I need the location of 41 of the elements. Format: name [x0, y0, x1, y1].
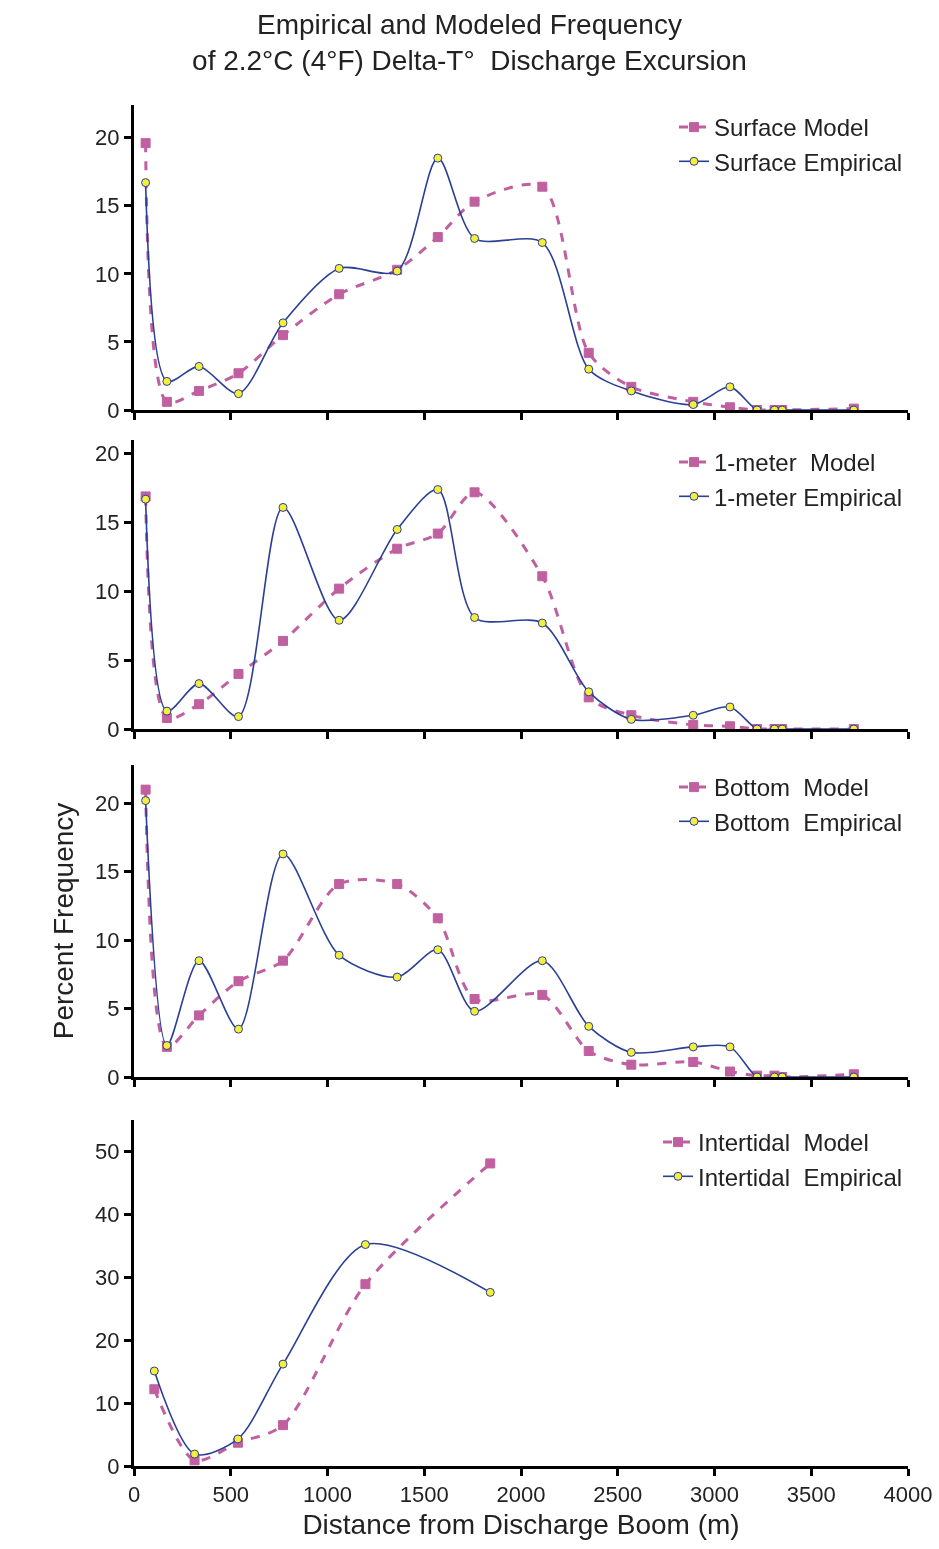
legend-label: Intertidal Model: [698, 1129, 869, 1157]
x-tick-label: 3500: [786, 1482, 836, 1508]
y-tick-label: 20: [95, 791, 120, 817]
x-tick-label: 1000: [303, 1482, 352, 1508]
legend-label: Surface Empirical: [714, 148, 903, 176]
x-axis-title: Distance from Discharge Boom (m): [302, 1508, 740, 1540]
y-tick-label: 10: [95, 579, 120, 605]
y-tick-label: 20: [95, 1327, 120, 1353]
x-tick-label: 2000: [496, 1482, 546, 1508]
y-tick-label: 0: [107, 397, 120, 423]
y-tick-label: 50: [95, 1139, 120, 1165]
legend-label: Intertidal Empirical: [698, 1163, 903, 1191]
y-tick-label: 5: [107, 996, 120, 1022]
y-tick-label: 30: [95, 1264, 120, 1290]
y-tick-label: 5: [107, 329, 120, 355]
y-tick-label: 0: [107, 1453, 120, 1479]
y-tick-label: 15: [95, 510, 120, 536]
x-tick-label: 1500: [399, 1482, 449, 1508]
chart-title: Empirical and Modeled Frequency of 2.2°C (4°F) Delta-T° Discharge Excursion: [192, 9, 747, 77]
y-tick-label: 5: [107, 647, 120, 673]
y-axis-title: Percent Frequency: [47, 802, 79, 1040]
y-tick-label: 0: [107, 716, 120, 742]
y-tick-label: 15: [95, 859, 120, 885]
legend-label: Bottom Model: [714, 774, 869, 802]
y-tick-label: 0: [107, 1064, 120, 1090]
legend-label: 1-meter Model: [714, 449, 876, 477]
legend-label: Bottom Empirical: [714, 808, 903, 836]
y-tick-label: 20: [95, 125, 120, 151]
x-tick-label: 0: [127, 1482, 141, 1508]
x-tick-label: 500: [212, 1482, 250, 1508]
x-tick-label: 4000: [883, 1482, 933, 1508]
x-tick-label: 2500: [593, 1482, 643, 1508]
y-tick-label: 10: [95, 1390, 120, 1416]
y-tick-label: 10: [95, 927, 120, 953]
y-tick-label: 15: [95, 193, 120, 219]
y-tick-label: 20: [95, 441, 120, 467]
y-tick-label: 40: [95, 1202, 120, 1228]
y-tick-label: 10: [95, 261, 120, 287]
legend-label: Surface Model: [714, 114, 869, 142]
legend-label: 1-meter Empirical: [714, 483, 903, 511]
x-tick-label: 3000: [690, 1482, 739, 1508]
